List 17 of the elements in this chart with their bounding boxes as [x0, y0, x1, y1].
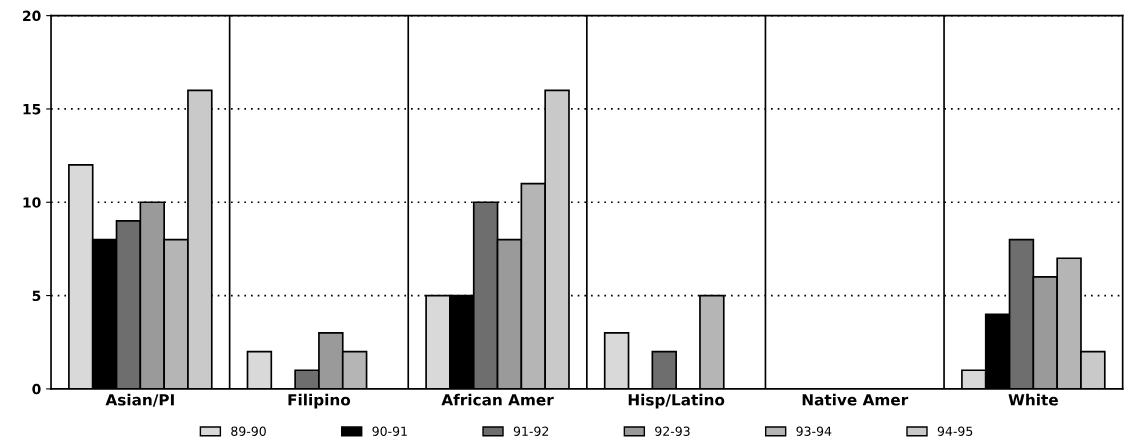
y-tick-label: 0: [32, 383, 41, 395]
legend-label: 92-93: [655, 426, 690, 436]
legend-label: 91-92: [513, 426, 549, 436]
legend-label: 89-90: [231, 426, 266, 436]
legend-label: 93-94: [796, 426, 832, 436]
legend-label: 90-91: [372, 426, 407, 436]
x-tick-label: White: [1008, 393, 1058, 406]
x-tick-label: Filipino: [288, 393, 351, 409]
y-tick-label: 20: [23, 10, 41, 22]
y-tick-label: 15: [23, 104, 41, 115]
x-tick-label: African Amer: [441, 393, 554, 406]
x-tick-label: Native Amer: [802, 393, 909, 406]
legend-label: 94-95: [937, 426, 973, 436]
y-tick-label: 10: [23, 197, 41, 208]
x-tick-label: Asian/PI: [105, 393, 174, 407]
x-tick-label: Hisp/Latino: [628, 393, 725, 409]
y-tick-label: 5: [32, 290, 41, 302]
